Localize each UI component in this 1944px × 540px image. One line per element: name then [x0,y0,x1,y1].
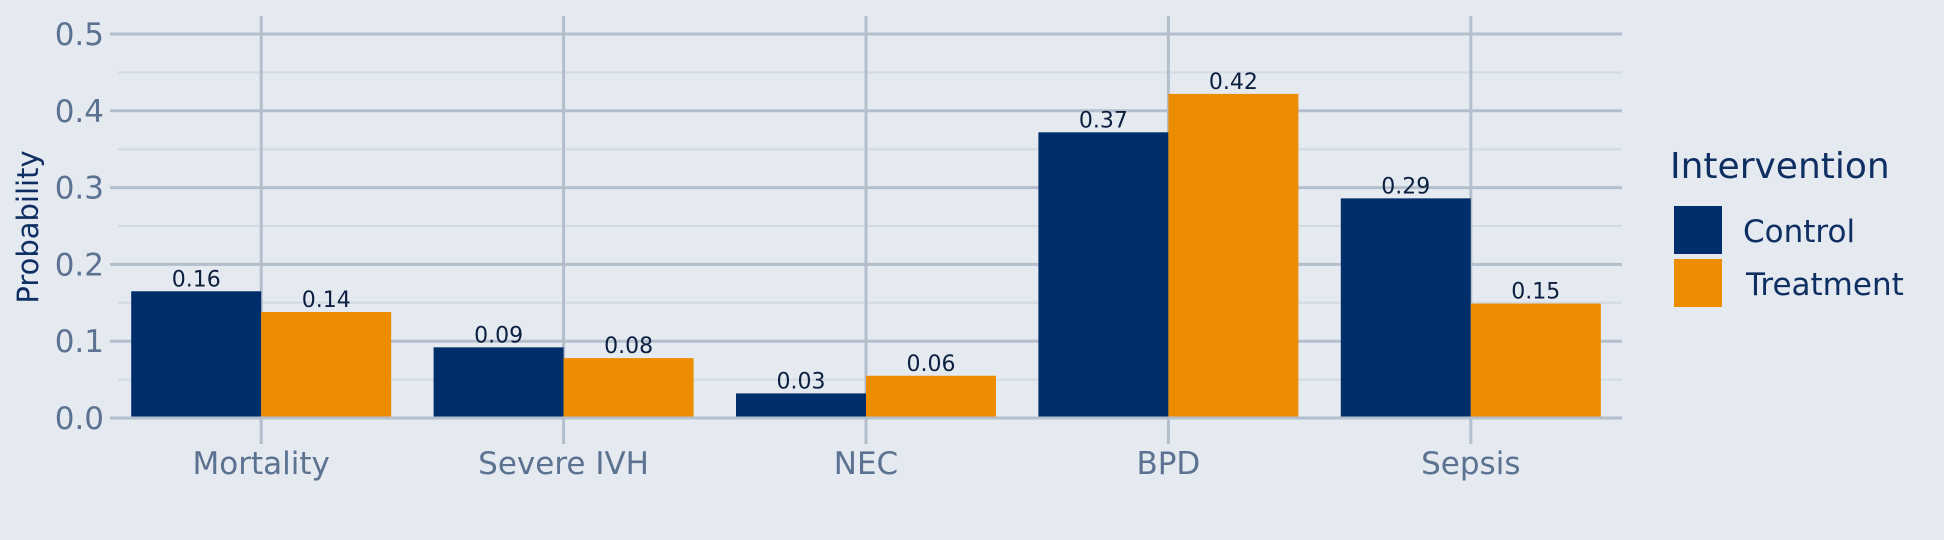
bar-control [433,347,564,418]
y-tick-label: 0.3 [55,171,104,207]
x-tick-label: Mortality [193,446,330,482]
bar-control [736,393,866,418]
data-label: 0.06 [907,352,956,377]
x-tick-label: Sepsis [1421,446,1520,482]
data-label: 0.37 [1079,108,1128,133]
data-label: 0.09 [474,323,523,348]
x-tick-label: NEC [834,446,898,482]
legend-swatch-treatment [1674,259,1722,307]
y-tick-label: 0.0 [55,401,104,437]
data-label: 0.29 [1381,174,1430,199]
data-label: 0.15 [1511,280,1560,305]
data-label: 0.16 [172,267,221,292]
data-label: 0.08 [604,334,653,359]
bar-control [1340,198,1471,418]
y-tick-label: 0.5 [55,17,104,53]
bars [131,93,1601,419]
y-tick-label: 0.2 [55,247,104,283]
data-label: 0.42 [1209,70,1258,95]
bar-control [131,291,262,418]
legend-swatch-control [1674,206,1722,254]
data-labels: 0.16 0.14 0.09 0.08 0.03 0.06 0.37 0.42 0.29 0.15 [172,70,1561,395]
legend-label-control: Control [1743,214,1855,250]
bar-treatment [1168,93,1299,419]
legend-title: Intervention [1670,146,1890,187]
data-label: 0.14 [302,288,351,313]
data-label: 0.03 [777,369,826,394]
x-tick-label: Severe IVH [478,446,649,482]
y-tick-label: 0.1 [55,324,104,360]
y-tick-label: 0.4 [55,94,104,130]
bar-treatment [261,312,392,418]
bar-treatment [1470,303,1601,418]
bar-control [1038,132,1169,418]
bar-treatment [866,375,996,418]
axes: 0.0 0.1 0.2 0.3 0.4 0.5 Mortality Severe IVH NEC… [55,17,1622,482]
y-axis-title: Probability [11,150,45,303]
bar-treatment [563,358,694,418]
legend: Intervention Control Treatment [1670,146,1904,307]
legend-label-treatment: Treatment [1745,267,1904,303]
x-tick-label: BPD [1136,446,1200,482]
